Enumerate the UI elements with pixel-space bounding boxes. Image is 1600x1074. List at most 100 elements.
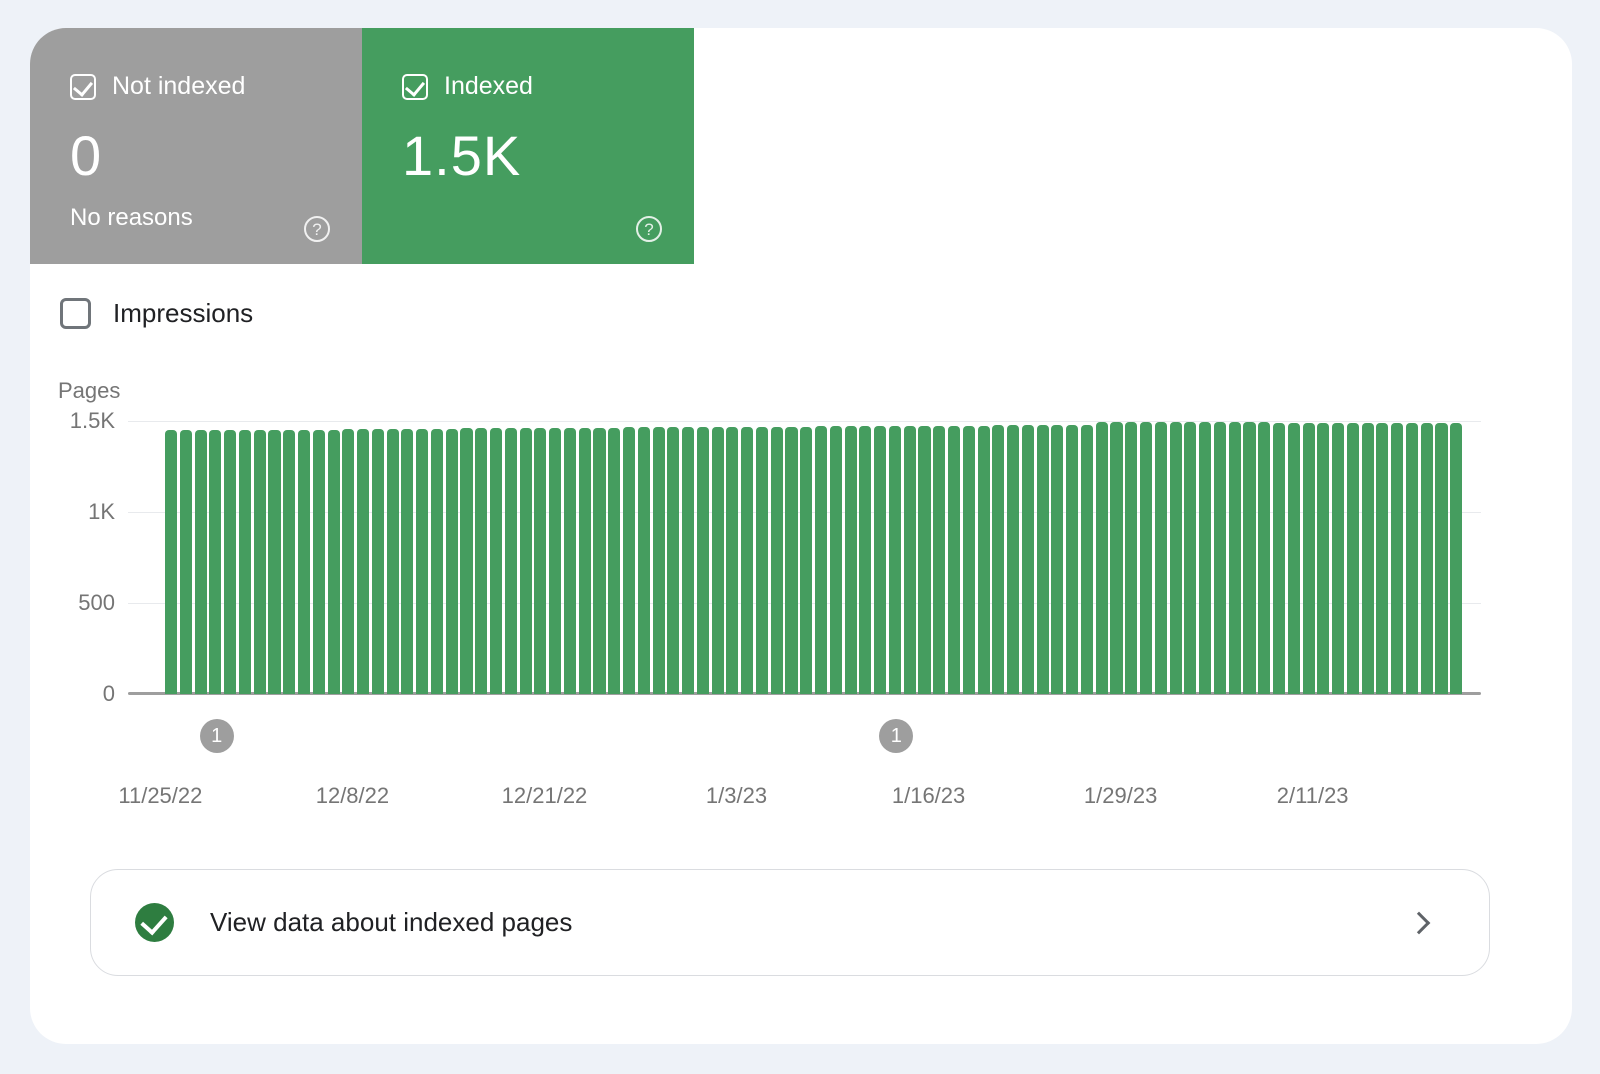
indexed-pages-bar[interactable] — [903, 426, 916, 694]
help-icon[interactable]: ? — [304, 216, 330, 242]
indexed-pages-bar[interactable] — [815, 426, 828, 694]
indexed-pages-bar[interactable] — [224, 430, 237, 694]
indexed-pages-bar[interactable] — [490, 427, 503, 694]
indexed-pages-bar[interactable] — [1405, 423, 1419, 694]
indexed-pages-bar[interactable] — [1066, 425, 1079, 694]
not-indexed-checkbox-icon[interactable] — [70, 73, 96, 100]
indexed-pages-bar[interactable] — [711, 426, 724, 694]
indexed-pages-bar[interactable] — [1228, 422, 1241, 694]
indexed-pages-bar[interactable] — [578, 427, 591, 694]
indexed-pages-bar[interactable] — [445, 429, 458, 694]
indexed-pages-bar[interactable] — [1213, 422, 1226, 694]
indexed-pages-bar[interactable] — [327, 430, 340, 694]
indexed-pages-bar[interactable] — [253, 430, 266, 694]
indexed-pages-bar[interactable] — [726, 426, 739, 694]
indexed-pages-bar[interactable] — [755, 426, 769, 694]
indexed-pages-bar[interactable] — [829, 426, 842, 694]
indexed-pages-bar[interactable] — [844, 426, 857, 694]
indexed-pages-bar[interactable] — [741, 426, 754, 694]
indexed-pages-bar[interactable] — [1154, 422, 1167, 694]
indexed-pages-bar[interactable] — [1184, 422, 1197, 694]
indexed-pages-bar[interactable] — [194, 430, 207, 694]
indexed-pages-bar[interactable] — [652, 426, 665, 694]
indexed-pages-bar[interactable] — [1199, 422, 1212, 694]
impressions-toggle[interactable]: Impressions — [60, 298, 253, 329]
indexed-pages-bar[interactable] — [1051, 425, 1064, 694]
indexed-pages-bar[interactable] — [563, 427, 576, 694]
indexed-pages-bar[interactable] — [1021, 425, 1034, 694]
indexed-pages-bar[interactable] — [1420, 423, 1433, 694]
indexed-pages-bar[interactable] — [357, 429, 370, 694]
indexed-pages-bar[interactable] — [342, 429, 355, 694]
indexed-pages-bar[interactable] — [430, 429, 444, 694]
indexed-pages-bar[interactable] — [475, 427, 488, 694]
indexed-pages-bar[interactable] — [297, 430, 311, 694]
indexed-pages-bar[interactable] — [283, 430, 296, 694]
indexed-pages-bar[interactable] — [637, 426, 650, 694]
indexed-pages-bar[interactable] — [1332, 423, 1345, 694]
view-indexed-data-button[interactable]: View data about indexed pages — [90, 869, 1490, 976]
indexed-pages-bar[interactable] — [1435, 423, 1448, 694]
indexed-pages-bar[interactable] — [1317, 423, 1330, 694]
indexed-pages-bar[interactable] — [209, 430, 222, 694]
indexed-pages-bar[interactable] — [593, 427, 606, 694]
indexed-pages-bar[interactable] — [1243, 422, 1256, 694]
indexed-pages-bar[interactable] — [667, 426, 680, 694]
indexed-pages-bar[interactable] — [800, 426, 813, 694]
pages-bar-chart[interactable] — [128, 421, 1481, 695]
indexed-card[interactable]: Indexed 1.5K ? — [362, 28, 694, 264]
indexed-pages-bar[interactable] — [1036, 425, 1049, 694]
indexed-pages-bar[interactable] — [371, 429, 384, 694]
indexed-pages-bar[interactable] — [1361, 423, 1374, 694]
indexed-pages-bar[interactable] — [1258, 422, 1271, 694]
not-indexed-card[interactable]: Not indexed 0 No reasons ? — [30, 28, 362, 264]
indexed-pages-bar[interactable] — [179, 430, 192, 694]
indexed-pages-bar[interactable] — [1450, 423, 1463, 694]
indexed-pages-bar[interactable] — [696, 426, 709, 694]
indexed-pages-bar[interactable] — [918, 426, 931, 694]
annotation-marker[interactable]: 1 — [199, 719, 234, 753]
indexed-checkbox-icon[interactable] — [402, 73, 428, 100]
indexed-pages-bar[interactable] — [622, 426, 636, 694]
indexed-pages-bar[interactable] — [785, 426, 798, 694]
indexed-pages-bar[interactable] — [682, 426, 695, 694]
indexed-pages-bar[interactable] — [519, 427, 532, 694]
indexed-pages-bar[interactable] — [1287, 423, 1300, 694]
indexed-pages-bar[interactable] — [1125, 422, 1138, 694]
indexed-pages-bar[interactable] — [1140, 422, 1153, 694]
indexed-pages-bar[interactable] — [1007, 425, 1020, 694]
indexed-pages-bar[interactable] — [268, 430, 281, 694]
indexed-pages-bar[interactable] — [947, 426, 961, 694]
indexed-pages-bar[interactable] — [504, 427, 517, 694]
indexed-pages-bar[interactable] — [1169, 422, 1182, 694]
indexed-pages-bar[interactable] — [933, 426, 946, 694]
indexed-pages-bar[interactable] — [460, 427, 473, 694]
indexed-pages-bar[interactable] — [608, 427, 621, 694]
annotation-marker[interactable]: 1 — [879, 719, 914, 753]
indexed-pages-bar[interactable] — [238, 430, 251, 694]
indexed-pages-bar[interactable] — [1302, 423, 1315, 694]
indexed-pages-bar[interactable] — [992, 425, 1005, 694]
indexed-pages-bar[interactable] — [1110, 422, 1123, 694]
indexed-pages-bar[interactable] — [859, 426, 872, 694]
indexed-pages-bar[interactable] — [962, 426, 975, 694]
indexed-pages-bar[interactable] — [1080, 425, 1094, 694]
indexed-pages-bar[interactable] — [1376, 423, 1389, 694]
indexed-pages-bar[interactable] — [416, 429, 429, 694]
indexed-pages-bar[interactable] — [165, 430, 178, 694]
indexed-pages-bar[interactable] — [770, 426, 783, 694]
indexed-pages-bar[interactable] — [386, 429, 399, 694]
indexed-pages-bar[interactable] — [312, 430, 325, 694]
indexed-pages-bar[interactable] — [549, 427, 562, 694]
indexed-pages-bar[interactable] — [1391, 423, 1404, 694]
help-icon[interactable]: ? — [636, 216, 662, 242]
indexed-pages-bar[interactable] — [874, 426, 887, 694]
impressions-checkbox[interactable] — [60, 298, 91, 329]
indexed-pages-bar[interactable] — [977, 426, 990, 694]
indexed-pages-bar[interactable] — [401, 429, 414, 694]
indexed-pages-bar[interactable] — [888, 426, 901, 694]
indexed-pages-bar[interactable] — [1346, 423, 1359, 694]
indexed-pages-bar[interactable] — [1272, 423, 1286, 694]
indexed-pages-bar[interactable] — [534, 427, 547, 694]
indexed-pages-bar[interactable] — [1095, 422, 1108, 694]
